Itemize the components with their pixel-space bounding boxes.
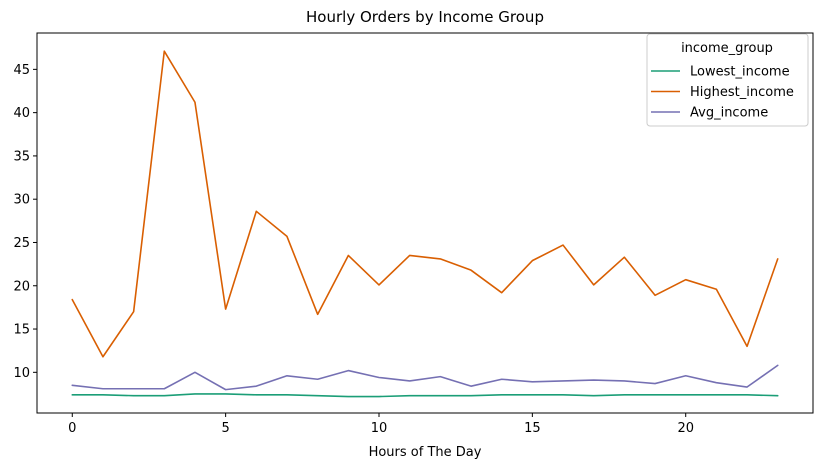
y-tick-label: 30 — [13, 193, 30, 208]
legend-label: Highest_income — [690, 85, 794, 100]
legend-label: Lowest_income — [690, 65, 790, 80]
series-line-avg-income — [71, 364, 779, 391]
y-tick-label: 10 — [13, 366, 30, 381]
x-axis-label: Hours of The Day — [369, 445, 482, 460]
y-axis: 10 15 20 25 30 35 40 45 — [13, 63, 37, 381]
y-tick-label: 40 — [13, 106, 30, 121]
y-tick-label: 25 — [13, 236, 30, 251]
x-axis: 0 5 10 15 20 — [68, 413, 694, 436]
x-tick-label: 10 — [371, 421, 388, 436]
y-tick-label: 20 — [13, 279, 30, 294]
x-tick-label: 20 — [677, 421, 694, 436]
chart-title: Hourly Orders by Income Group — [306, 8, 544, 26]
series-line-highest-income — [71, 50, 779, 358]
x-tick-label: 0 — [68, 421, 76, 436]
x-tick-label: 15 — [524, 421, 541, 436]
legend: income_group Lowest_income Highest_income… — [646, 33, 809, 127]
y-tick-label: 15 — [13, 323, 30, 338]
plot-area — [71, 50, 779, 398]
series-line-lowest-income — [71, 393, 779, 398]
plot-frame — [36, 32, 814, 414]
legend-title: income_group — [681, 41, 773, 56]
y-tick-label: 35 — [13, 149, 30, 164]
legend-box — [646, 33, 809, 127]
y-tick-label: 45 — [13, 63, 30, 78]
legend-label: Avg_income — [690, 106, 768, 121]
x-tick-label: 5 — [221, 421, 229, 436]
